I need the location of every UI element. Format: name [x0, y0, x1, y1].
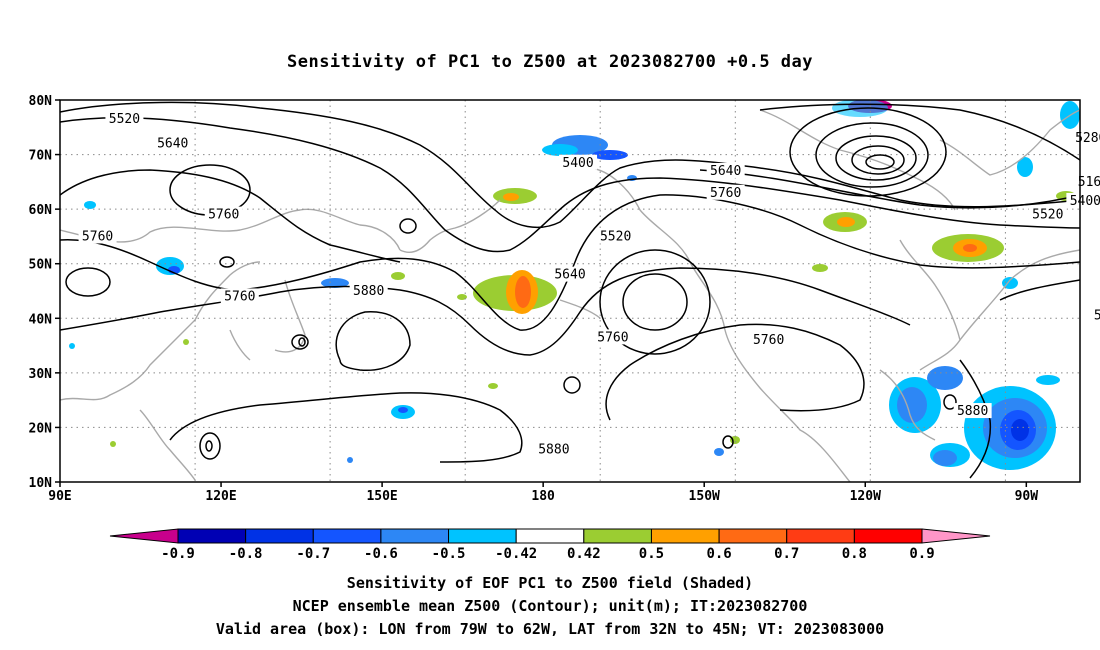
colorbar-extend-high	[921, 528, 991, 544]
colorbar-label: 0.7	[774, 546, 799, 562]
contour-label: 5520	[109, 112, 140, 127]
colorbar: -0.9 -0.8 -0.7 -0.6 -0.5 -0.42 0.42 0.5 0.6 0.7 0.…	[109, 528, 991, 562]
contour-label-bg	[749, 332, 788, 348]
colorbar-swatch	[650, 528, 720, 544]
contour-label: 5640	[554, 268, 585, 283]
plot-frame	[59, 99, 1081, 483]
contour-label-bg	[1090, 307, 1100, 323]
contour-label: 5280	[1075, 131, 1100, 146]
lat-tick-label: 40N	[29, 312, 53, 327]
lat-tick-label: 50N	[29, 258, 53, 273]
colorbar-label: 0.6	[706, 546, 731, 562]
contour-label: 5400	[1070, 194, 1100, 209]
contour-label: 5640	[157, 137, 188, 152]
contour-label: 5760	[82, 229, 113, 244]
contour-label: 5520	[600, 229, 631, 244]
contour-label: 5760	[710, 186, 741, 201]
lon-tick-label: 150E	[366, 489, 397, 504]
lat-tick-label: 60N	[29, 203, 53, 218]
colorbar-swatch	[515, 528, 585, 544]
caption-valid-area: Valid area (box): LON from 79W to 62W, L…	[215, 620, 885, 638]
colorbar-extend-low	[109, 528, 179, 544]
contour-label-bg	[534, 441, 573, 457]
sensitivity-map: 5520 5640 5760 5760 5760 5880 5400 5520 5640 5760…	[29, 94, 1100, 562]
colorbar-swatch	[245, 528, 314, 544]
contour-label-bg	[1071, 130, 1100, 146]
valid-area-box	[1085, 291, 1100, 362]
contour-label-bg	[204, 206, 243, 222]
contour-label-bg	[1066, 192, 1100, 208]
lon-tick-label: 90W	[1015, 489, 1039, 504]
map-title: Sensitivity of PC1 to Z500 at 2023082700…	[286, 52, 813, 72]
lon-tick-label: 90E	[48, 489, 71, 504]
longitude-axis: 90E120E150E180150W120W90W60W	[48, 482, 1039, 504]
contour-label-bg	[1095, 222, 1100, 238]
contour-labels: 5520 5640 5760 5760 5760 5880 5400 5520 5640 5760…	[78, 111, 1100, 457]
contour-label-bg	[78, 228, 117, 244]
colorbar-swatch	[786, 528, 855, 544]
contour-label-bg	[153, 135, 192, 151]
contour-label-bg	[1074, 173, 1100, 189]
contour-label-bg	[559, 154, 598, 170]
lon-tick-label: 150W	[689, 489, 720, 504]
colorbar-swatch	[177, 528, 247, 544]
colorbar-swatch	[380, 528, 450, 544]
contour-label-bg	[551, 266, 589, 282]
contour-label: 5880	[957, 404, 988, 419]
contour-label-bg	[596, 228, 635, 244]
lat-tick-label: 70N	[29, 149, 53, 164]
contour-label: 5760	[597, 330, 628, 345]
lon-tick-label: 120W	[850, 489, 881, 504]
colorbar-label: -0.42	[495, 546, 537, 562]
contour-label: 5640	[710, 164, 741, 179]
colorbar-label: 0.42	[567, 546, 601, 562]
colorbar-label: -0.8	[229, 546, 263, 562]
contour-label-bg	[220, 288, 259, 304]
contour-label-bg	[349, 283, 388, 298]
colorbar-swatch	[312, 528, 382, 544]
lat-tick-label: 20N	[29, 421, 53, 436]
contour-label-bg	[706, 184, 745, 200]
colorbar-swatch	[853, 528, 923, 544]
lat-tick-label: 80N	[29, 94, 53, 109]
latitude-axis: 80N 70N 60N 50N 40N 30N 20N 10N	[29, 94, 60, 491]
lon-tick-label: 180	[531, 489, 555, 504]
contour-label: 5760	[224, 289, 255, 304]
colorbar-label: 0.8	[842, 546, 867, 562]
contour-label: 5880	[353, 284, 384, 299]
colorbar-label: -0.5	[432, 546, 466, 562]
colorbar-label: 0.5	[639, 546, 664, 562]
lat-tick-label: 10N	[29, 476, 53, 491]
colorbar-swatch	[583, 528, 652, 544]
contour-label: 5400	[562, 156, 593, 171]
contour-label: 5760	[1094, 309, 1100, 324]
lat-tick-label: 30N	[29, 367, 53, 382]
lon-tick-label: 120E	[205, 489, 236, 504]
coastlines	[60, 109, 1080, 482]
contour-label: 5160	[1078, 175, 1100, 190]
colorbar-label: 0.9	[909, 546, 934, 562]
contour-label: 5760	[208, 208, 239, 223]
contour-label-bg	[953, 403, 992, 419]
colorbar-swatch	[718, 528, 788, 544]
contour-label-bg	[593, 329, 632, 345]
contour-label-bg	[105, 111, 144, 127]
shaded-sensitivity	[69, 100, 1080, 470]
colorbar-swatch	[448, 528, 517, 544]
contour-label-bg	[706, 162, 745, 178]
caption-contour: NCEP ensemble mean Z500 (Contour); unit(…	[292, 597, 808, 615]
colorbar-label: -0.7	[296, 546, 330, 562]
contour-label: 5880	[538, 442, 569, 457]
colorbar-label: -0.9	[161, 546, 195, 562]
contour-label-bg	[1028, 206, 1067, 222]
colorbar-label: -0.6	[364, 546, 398, 562]
contour-label: 5760	[753, 333, 784, 348]
contour-label: 5520	[1032, 208, 1063, 223]
caption-shaded: Sensitivity of EOF PC1 to Z500 field (Sh…	[346, 574, 754, 592]
